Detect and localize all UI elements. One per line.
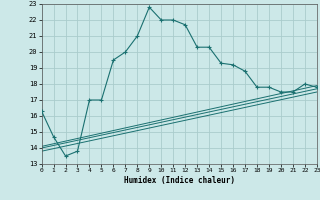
- X-axis label: Humidex (Indice chaleur): Humidex (Indice chaleur): [124, 176, 235, 185]
